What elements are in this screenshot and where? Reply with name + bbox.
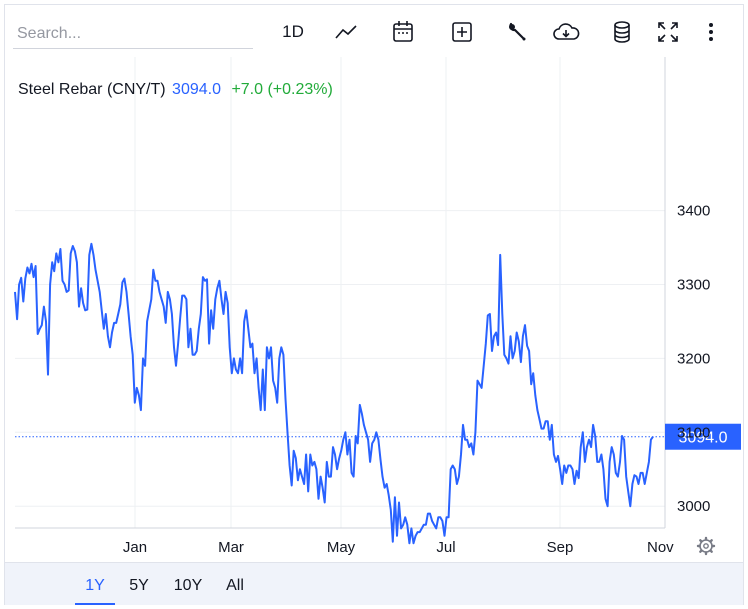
toolbar: 1D xyxy=(5,5,743,61)
cloud-download-icon[interactable] xyxy=(549,17,583,47)
x-axis-ticks: Jan Mar May Jul Sep Nov xyxy=(123,539,674,556)
legend-price: 3094.0 xyxy=(172,81,221,98)
legend-change: +7.0 (+0.23%) xyxy=(231,81,333,98)
search-input[interactable] xyxy=(13,19,253,49)
calendar-icon[interactable] xyxy=(388,17,418,47)
interval-button[interactable]: 1D xyxy=(282,22,304,41)
range-bar: 1Y 5Y 10Y All xyxy=(5,562,743,605)
range-all-button[interactable]: All xyxy=(226,577,244,594)
grid xyxy=(15,57,665,528)
range-10y-button[interactable]: 10Y xyxy=(173,577,203,594)
database-icon[interactable] xyxy=(607,17,637,47)
y-tick-label: 3300 xyxy=(677,276,710,293)
add-indicator-icon[interactable] xyxy=(447,17,477,47)
line-chart-icon[interactable] xyxy=(331,17,361,47)
y-tick-label: 3100 xyxy=(677,424,710,441)
settings-gear-icon[interactable] xyxy=(696,536,716,556)
x-tick-label: Nov xyxy=(647,539,674,556)
last-price-badge xyxy=(665,423,741,450)
last-price-text: 3094.0 xyxy=(679,430,728,447)
range-5y-button[interactable]: 5Y xyxy=(129,577,149,594)
y-tick-label: 3000 xyxy=(677,498,710,515)
legend-symbol: Steel Rebar (CNY/T) xyxy=(18,81,166,98)
wrench-icon[interactable] xyxy=(502,17,532,47)
x-tick-label: Mar xyxy=(218,539,244,556)
range-1y-button[interactable]: 1Y xyxy=(75,571,115,605)
y-tick-label: 3200 xyxy=(677,350,710,367)
series-legend: Steel Rebar (CNY/T) 3094.0 +7.0 (+0.23%) xyxy=(18,81,333,99)
x-tick-label: Jan xyxy=(123,539,147,556)
x-tick-label: Sep xyxy=(547,539,574,556)
price-chart[interactable]: 3094.0 3000 3100 3200 3300 3400 Jan Mar May Jul… xyxy=(5,5,743,562)
x-tick-label: Jul xyxy=(436,539,455,556)
x-tick-label: May xyxy=(327,539,356,556)
y-axis-ticks: 3000 3100 3200 3300 3400 xyxy=(677,203,710,516)
last-price-label: 3094.0 xyxy=(665,423,741,450)
y-tick-label: 3400 xyxy=(677,203,710,220)
chart-widget: 1D Steel Rebar (CNY/T) 3094.0 +7.0 (+0.2… xyxy=(4,4,744,605)
fullscreen-icon[interactable] xyxy=(653,17,683,47)
series-line xyxy=(14,242,654,545)
more-menu-icon[interactable] xyxy=(701,17,721,47)
